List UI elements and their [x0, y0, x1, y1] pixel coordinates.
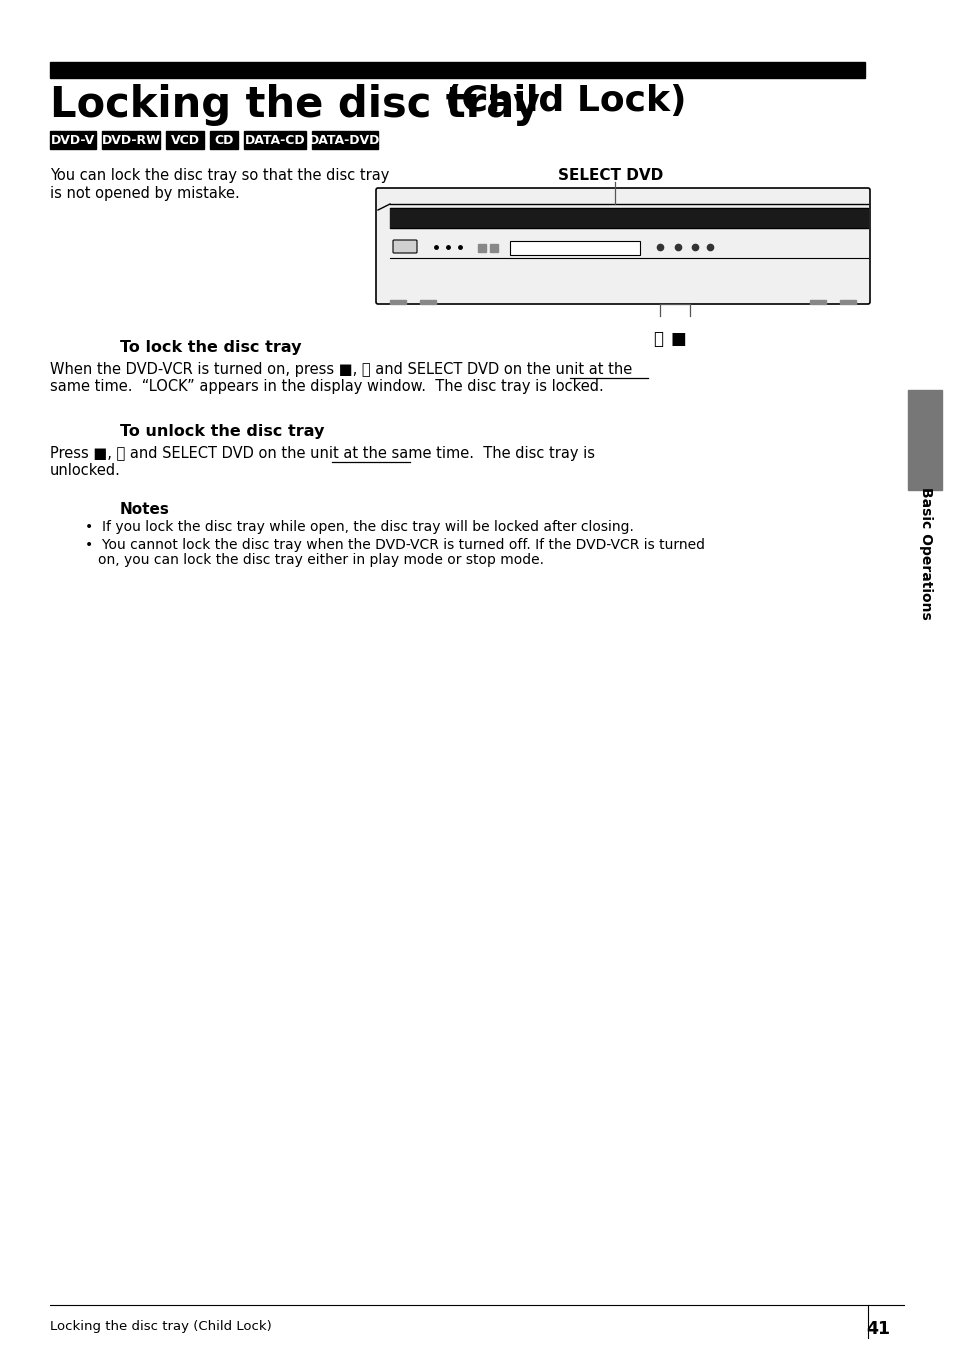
Bar: [510, 241, 639, 256]
Bar: [166, 131, 204, 149]
Text: Notes: Notes: [120, 502, 170, 516]
Text: To unlock the disc tray: To unlock the disc tray: [120, 425, 324, 439]
Bar: [102, 131, 160, 149]
Bar: [390, 300, 406, 304]
Text: Press ■, ⏸ and SELECT DVD on the unit at the same time.  The disc tray is: Press ■, ⏸ and SELECT DVD on the unit at…: [50, 446, 595, 461]
FancyBboxPatch shape: [393, 241, 416, 253]
Text: VCD: VCD: [171, 134, 199, 147]
Text: same time.  “LOCK” appears in the display window.  The disc tray is locked.: same time. “LOCK” appears in the display…: [50, 379, 603, 393]
Bar: [477, 243, 485, 251]
Text: •  You cannot lock the disc tray when the DVD-VCR is turned off. If the DVD-VCR : • You cannot lock the disc tray when the…: [85, 538, 704, 552]
Bar: [210, 131, 237, 149]
Text: To lock the disc tray: To lock the disc tray: [120, 339, 301, 356]
Text: Basic Operations: Basic Operations: [918, 487, 932, 621]
Text: is not opened by mistake.: is not opened by mistake.: [50, 187, 239, 201]
Bar: [312, 131, 377, 149]
Text: unlocked.: unlocked.: [50, 462, 121, 479]
Bar: [244, 131, 306, 149]
Bar: [840, 300, 855, 304]
Text: SELECT DVD: SELECT DVD: [558, 168, 662, 183]
Text: 41: 41: [865, 1320, 889, 1338]
Bar: [490, 243, 497, 251]
Text: When the DVD-VCR is turned on, press ■, ⏸ and SELECT DVD on the unit at the: When the DVD-VCR is turned on, press ■, …: [50, 362, 632, 377]
Text: DATA-DVD: DATA-DVD: [309, 134, 380, 147]
Text: (Child Lock): (Child Lock): [444, 84, 686, 118]
Text: Locking the disc tray (Child Lock): Locking the disc tray (Child Lock): [50, 1320, 272, 1333]
Text: •  If you lock the disc tray while open, the disc tray will be locked after clos: • If you lock the disc tray while open, …: [85, 521, 633, 534]
Text: on, you can lock the disc tray either in play mode or stop mode.: on, you can lock the disc tray either in…: [98, 553, 543, 566]
Text: DVD-RW: DVD-RW: [101, 134, 160, 147]
Text: Locking the disc tray: Locking the disc tray: [50, 84, 554, 126]
Text: You can lock the disc tray so that the disc tray: You can lock the disc tray so that the d…: [50, 168, 389, 183]
Bar: [50, 131, 96, 149]
Bar: [50, 62, 864, 78]
FancyBboxPatch shape: [375, 188, 869, 304]
Text: DVD-V: DVD-V: [51, 134, 95, 147]
Text: ⏸: ⏸: [652, 330, 662, 347]
Bar: [390, 208, 867, 228]
Bar: [419, 300, 436, 304]
Bar: [809, 300, 825, 304]
Text: DATA-CD: DATA-CD: [244, 134, 305, 147]
Bar: [907, 389, 941, 489]
Text: CD: CD: [214, 134, 233, 147]
Text: ■: ■: [669, 330, 685, 347]
